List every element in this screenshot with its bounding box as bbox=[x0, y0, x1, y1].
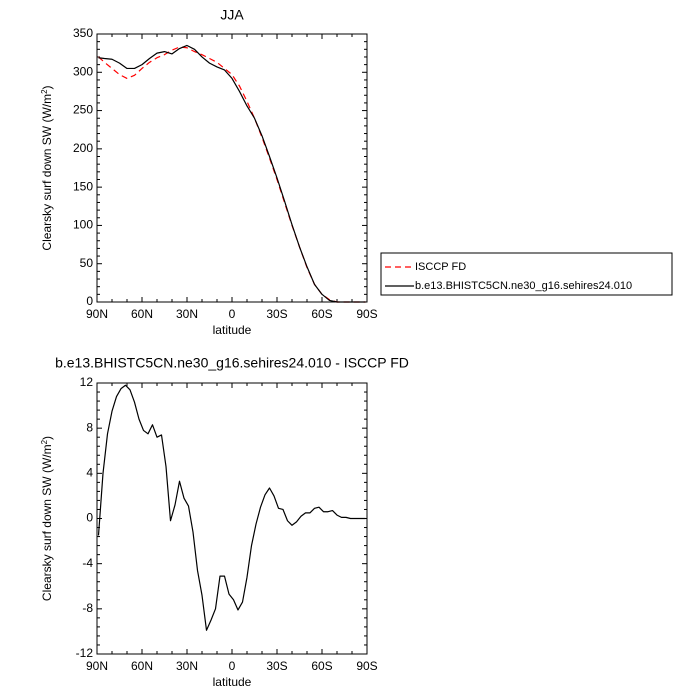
y-tick-label: 50 bbox=[80, 256, 94, 270]
top-chart-panel: JJA 90N 60N 30N 0 30S 60S 90S 0 50 100 150 200 250 300… bbox=[40, 7, 378, 337]
series-line-0 bbox=[97, 384, 366, 631]
y-axis-label-close: ) bbox=[40, 85, 54, 89]
x-tick-label: 30S bbox=[266, 307, 287, 321]
x-tick-label: 90S bbox=[356, 307, 377, 321]
x-tick-label: 60N bbox=[131, 659, 153, 673]
y-axis-label-superscript: 2 bbox=[40, 439, 49, 444]
y-tick-label: 350 bbox=[73, 26, 93, 40]
y-axis-label-text: Clearsky surf down SW (W/m bbox=[40, 94, 54, 251]
y-tick-label: -4 bbox=[82, 556, 93, 570]
x-tick-label: 60N bbox=[131, 307, 153, 321]
series-line-1 bbox=[98, 44, 366, 303]
y-tick-label: 4 bbox=[86, 466, 93, 480]
x-tick-label: 30S bbox=[266, 659, 287, 673]
y-tick-label: -8 bbox=[82, 601, 93, 615]
bottom-chart-panel: b.e13.BHISTC5CN.ne30_g16.sehires24.010 -… bbox=[40, 355, 409, 689]
y-axis-label: Clearsky surf down SW (W/m2) bbox=[40, 85, 55, 250]
chart-title: b.e13.BHISTC5CN.ne30_g16.sehires24.010 -… bbox=[55, 355, 409, 371]
y-axis-label-superscript: 2 bbox=[40, 89, 49, 94]
y-tick-label: 200 bbox=[73, 141, 93, 155]
y-axis-label: Clearsky surf down SW (W/m2) bbox=[40, 436, 55, 601]
x-axis-label: latitude bbox=[213, 323, 252, 337]
x-tick-label: 90N bbox=[86, 307, 108, 321]
y-tick-label: 8 bbox=[86, 420, 93, 434]
x-tick-label: 60S bbox=[311, 307, 332, 321]
x-tick-label: 30N bbox=[176, 659, 198, 673]
x-tick-label: 90N bbox=[86, 659, 108, 673]
plot-frame bbox=[96, 33, 368, 303]
x-tick-label: 90S bbox=[356, 659, 377, 673]
y-tick-label: 12 bbox=[80, 375, 94, 389]
chart-title: JJA bbox=[220, 7, 244, 23]
plot-frame bbox=[96, 382, 368, 655]
legend-box bbox=[380, 252, 673, 296]
series-line-0 bbox=[98, 46, 366, 303]
y-tick-label: 250 bbox=[73, 103, 93, 117]
y-tick-label: 0 bbox=[86, 294, 93, 308]
legend-entry-0: ISCCP FD bbox=[415, 261, 466, 273]
legend: ISCCP FD b.e13.BHISTC5CN.ne30_g16.sehires… bbox=[380, 252, 673, 296]
x-tick-label: 30N bbox=[176, 307, 198, 321]
y-tick-label: 150 bbox=[73, 179, 93, 193]
x-axis-label: latitude bbox=[213, 675, 252, 689]
y-tick-label: -12 bbox=[76, 646, 94, 660]
x-tick-label: 0 bbox=[229, 307, 236, 321]
y-tick-label: 100 bbox=[73, 218, 93, 232]
y-axis-label-text: Clearsky surf down SW (W/m bbox=[40, 444, 54, 601]
x-tick-label: 60S bbox=[311, 659, 332, 673]
y-axis-label-close: ) bbox=[40, 436, 54, 440]
y-tick-label: 300 bbox=[73, 64, 93, 78]
y-tick-label: 0 bbox=[86, 511, 93, 525]
x-tick-label: 0 bbox=[229, 659, 236, 673]
legend-entry-1: b.e13.BHISTC5CN.ne30_g16.sehires24.010 bbox=[415, 280, 632, 292]
